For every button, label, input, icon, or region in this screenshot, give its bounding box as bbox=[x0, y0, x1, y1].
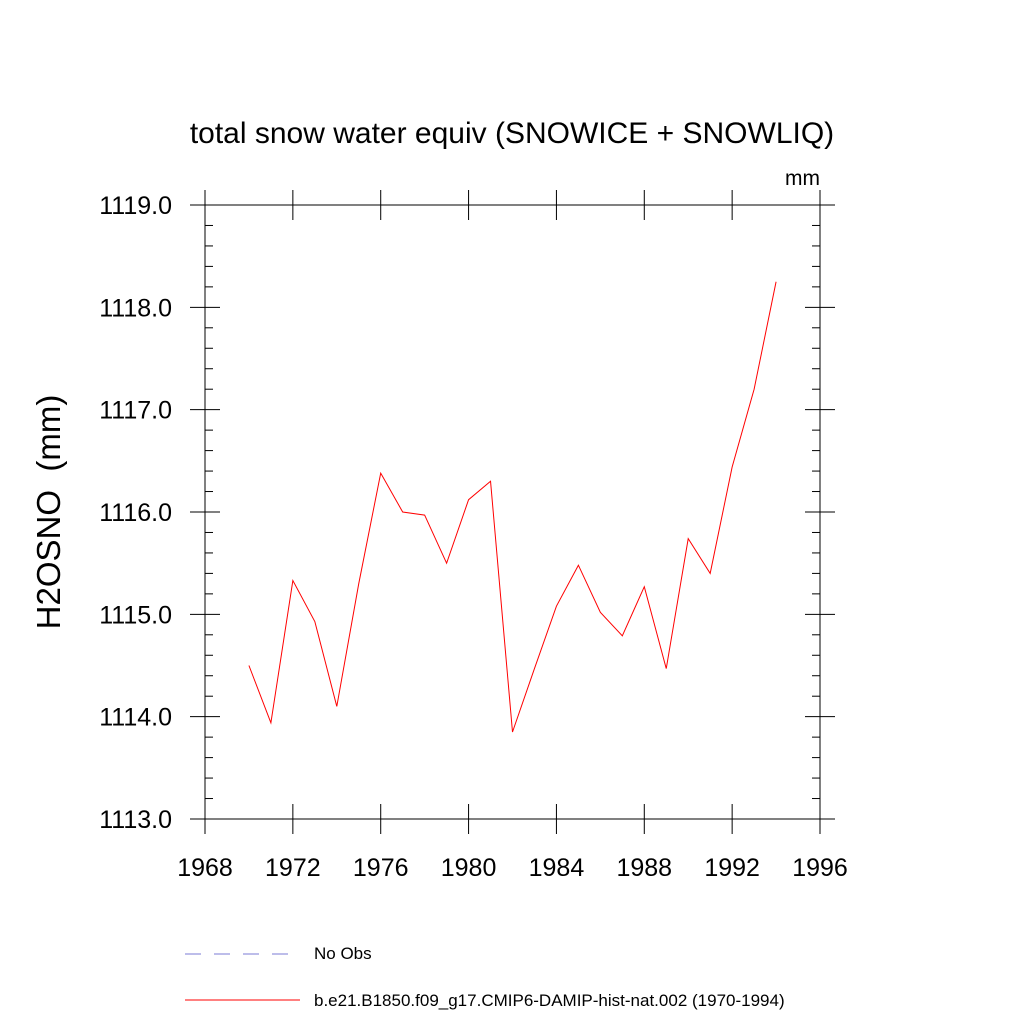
x-tick-label: 1984 bbox=[529, 854, 585, 882]
y-tick-label: 1117.0 bbox=[99, 397, 172, 425]
x-tick-label: 1980 bbox=[441, 854, 497, 882]
chart-title: total snow water equiv (SNOWICE + SNOWLI… bbox=[190, 117, 834, 150]
series-lines bbox=[249, 282, 776, 732]
series-line-0 bbox=[249, 282, 776, 732]
x-tick-label: 1976 bbox=[353, 854, 409, 882]
x-tick-label: 1992 bbox=[704, 854, 760, 882]
legend-label-hist-nat: b.e21.B1850.f09_g17.CMIP6-DAMIP-hist-nat… bbox=[314, 991, 785, 1010]
x-tick-label: 1988 bbox=[616, 854, 672, 882]
x-tick-label: 1972 bbox=[265, 854, 321, 882]
y-tick-label: 1115.0 bbox=[99, 601, 172, 629]
y-tick-label: 1118.0 bbox=[99, 294, 172, 322]
y-axis-label: H2OSNO (mm) bbox=[30, 395, 67, 630]
y-tick-label: 1119.0 bbox=[99, 192, 172, 220]
legend: No Obs b.e21.B1850.f09_g17.CMIP6-DAMIP-h… bbox=[185, 944, 785, 1010]
axis-ticks bbox=[190, 190, 835, 834]
y-tick-label: 1113.0 bbox=[99, 806, 172, 834]
units-label: mm bbox=[785, 167, 820, 190]
y-tick-label: 1116.0 bbox=[99, 499, 172, 527]
y-tick-label: 1114.0 bbox=[99, 704, 172, 732]
x-tick-label: 1996 bbox=[792, 854, 848, 882]
legend-label-no-obs: No Obs bbox=[314, 944, 372, 963]
x-tick-label: 1968 bbox=[177, 854, 233, 882]
